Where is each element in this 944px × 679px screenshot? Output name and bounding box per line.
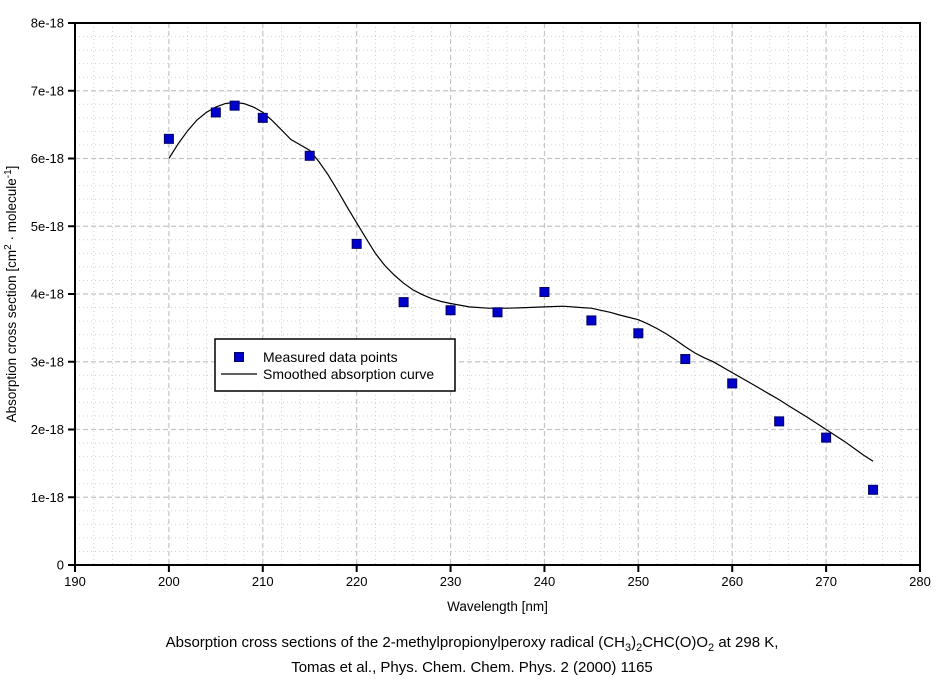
x-tick-label: 240	[534, 574, 556, 589]
caption-subscript: 3	[624, 642, 632, 654]
x-tick-label: 190	[64, 574, 86, 589]
caption-text: Absorption cross sections of the 2-methy…	[165, 634, 625, 651]
x-axis-title: Wavelength [nm]	[447, 599, 548, 614]
y-tick-label: 2e-18	[31, 422, 64, 437]
chart-caption: Absorption cross sections of the 2-methy…	[0, 630, 944, 679]
y-axis-title-superscript: 2	[3, 244, 14, 250]
x-tick-label: 200	[158, 574, 180, 589]
y-axis-title-superscript: -1	[3, 169, 14, 178]
y-tick-label: 7e-18	[31, 83, 64, 98]
y-axis-title-text: ]	[4, 166, 19, 170]
x-tick-label: 220	[346, 574, 368, 589]
smoothed-absorption-curve	[168, 101, 874, 462]
plot-frame	[74, 22, 921, 566]
legend-box	[214, 338, 456, 392]
data-point-marker	[210, 107, 221, 118]
data-point-marker	[586, 315, 597, 326]
x-tick-label: 250	[627, 574, 649, 589]
data-point-marker	[868, 484, 879, 495]
caption-text: CHC(O)O	[642, 634, 709, 651]
y-tick-label: 3e-18	[31, 354, 64, 369]
data-point-marker	[633, 328, 644, 339]
legend-marker-square	[234, 352, 244, 362]
x-tick-label: 270	[815, 574, 837, 589]
legend-item-label: Smoothed absorption curve	[263, 366, 434, 382]
data-point-marker	[821, 432, 832, 443]
data-point-marker	[727, 378, 738, 389]
data-point-marker	[351, 238, 362, 249]
caption-subscript: 2	[636, 642, 643, 654]
data-point-marker	[163, 133, 174, 144]
data-point-marker	[445, 305, 456, 316]
x-tick-label: 210	[252, 574, 274, 589]
caption-line-2: Tomas et al., Phys. Chem. Chem. Phys. 2 …	[291, 659, 653, 676]
caption-text: )	[631, 634, 637, 651]
y-axis-title: Absorption cross section [cm2 · molecule…	[3, 166, 19, 423]
data-point-marker	[304, 150, 315, 161]
x-tick-label: 260	[721, 574, 743, 589]
x-tick-label: 280	[909, 574, 931, 589]
absorption-chart: 190 200 210 220 230 240 250 260 270 280 0 1e-18 2e-1…	[3, 16, 931, 615]
x-tick-label: 230	[440, 574, 462, 589]
data-point-marker	[539, 286, 550, 297]
y-tick-label: 4e-18	[31, 287, 64, 302]
data-point-marker	[398, 297, 409, 308]
y-tick-label: 6e-18	[31, 151, 64, 166]
y-tick-label: 1e-18	[31, 490, 64, 505]
caption-text: at 298 K,	[714, 634, 779, 651]
y-axis-title-text: · molecule	[4, 178, 19, 244]
caption-subscript: 2	[708, 642, 715, 654]
y-axis-title-text: Absorption cross section [cm	[4, 250, 19, 423]
data-point-marker	[774, 416, 785, 427]
data-point-marker	[492, 307, 503, 318]
data-point-marker	[257, 112, 268, 123]
y-tick-label: 5e-18	[31, 219, 64, 234]
data-point-marker	[680, 354, 691, 365]
caption-line-1: Absorption cross sections of the 2-methy…	[0, 630, 944, 655]
legend-item-label: Measured data points	[263, 349, 398, 365]
data-point-marker	[229, 100, 240, 111]
y-tick-label: 8e-18	[31, 16, 64, 31]
y-tick-label: 0	[57, 558, 64, 573]
